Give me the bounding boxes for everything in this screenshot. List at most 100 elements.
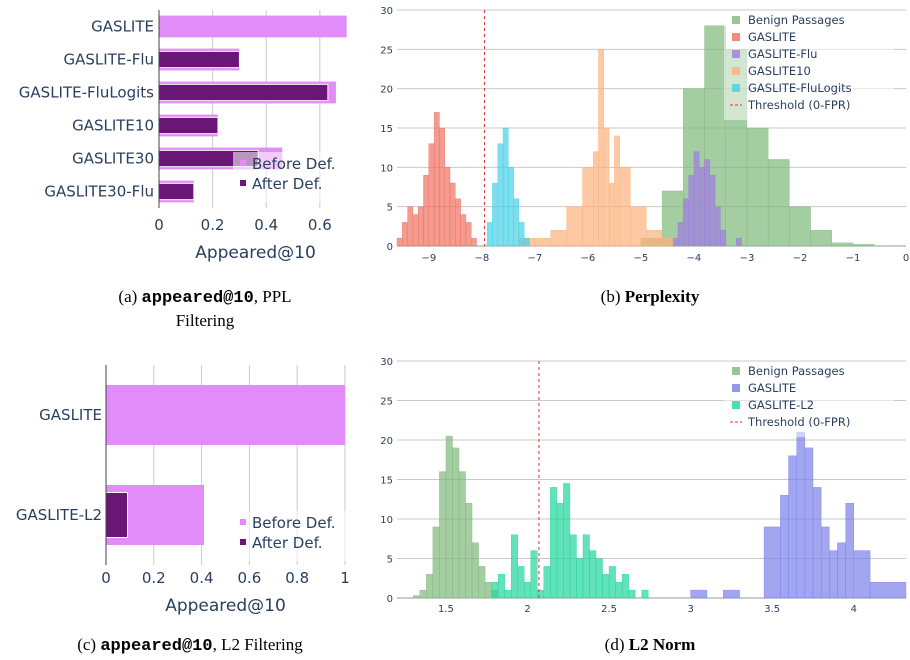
histogram-bar (767, 159, 790, 247)
histogram-bar (796, 431, 806, 599)
histogram-bar (869, 582, 907, 599)
histogram-bar (661, 237, 673, 247)
legend-label: GASLITE-L2 (748, 398, 814, 412)
x-axis-label: Appeared@10 (165, 596, 286, 616)
bar-after (158, 116, 219, 135)
histogram-bar (720, 230, 726, 247)
histogram-bar (428, 143, 435, 247)
histogram-bar (423, 174, 430, 247)
histogram-bar (550, 230, 567, 247)
histogram-bar (569, 534, 577, 599)
legend-label: GASLITE-Flu (748, 47, 817, 61)
histogram-bar (820, 526, 830, 599)
bar-after (158, 50, 240, 69)
histogram-bar (465, 503, 473, 599)
x-tick-label: 3 (687, 604, 693, 615)
histogram-bar (502, 127, 509, 247)
histogram-bar (804, 447, 814, 599)
histogram-bar (621, 574, 629, 599)
legend-swatch (240, 160, 246, 166)
category-label: GASLITE (91, 18, 154, 36)
x-tick-label: −4 (687, 253, 702, 264)
x-tick-label: 1 (340, 569, 350, 587)
legend-label: Benign Passages (748, 13, 845, 27)
legend-label: After Def. (252, 175, 323, 193)
caption-d-text: L2 Norm (628, 635, 696, 654)
histogram-bar (576, 558, 584, 599)
bar-after (158, 83, 329, 102)
legend-swatch (240, 180, 246, 186)
histogram-bar (465, 222, 472, 247)
histogram-bar (444, 167, 451, 247)
histogram-bar (556, 503, 564, 599)
histogram-bar (837, 542, 846, 599)
histogram-bar (603, 127, 610, 247)
histogram-bar (543, 566, 551, 599)
x-tick-label: −3 (740, 253, 755, 264)
legend-swatch (240, 519, 246, 525)
histogram-bar (723, 589, 740, 599)
y-tick-label: 0 (387, 594, 393, 605)
caption-b-prefix: (b) (600, 287, 625, 306)
x-tick-label: 0.8 (285, 569, 309, 587)
histogram-bar (810, 230, 832, 247)
x-tick-label: 0.4 (254, 216, 278, 234)
y-tick-label: 25 (380, 397, 393, 408)
legend-swatch (732, 401, 740, 409)
legend-swatch (732, 16, 740, 24)
histogram-bar (452, 447, 460, 599)
histogram-bar (433, 112, 440, 247)
bar-chart-a: 0 0.2 0.4 0.6 GASLITE GASLITE-Flu GASLITE-FluL… (19, 10, 353, 263)
histogram-bar (478, 566, 486, 599)
category-label: GASLITE-FluLogits (19, 84, 154, 102)
caption-a-text: , PPL (253, 287, 292, 306)
histogram-bar (439, 471, 447, 599)
histogram-bar (484, 582, 492, 599)
x-tick-label: 0.2 (201, 216, 225, 234)
histogram-bar (693, 151, 700, 247)
x-tick-label: 0.2 (142, 569, 166, 587)
histogram-bar (699, 167, 705, 247)
caption-d-prefix: (d) (604, 635, 629, 654)
y-tick-label: 25 (380, 45, 393, 56)
legend-label: GASLITE-FluLogits (748, 81, 852, 95)
legend-swatch (732, 50, 740, 58)
histogram-bar (518, 222, 525, 247)
x-tick-label: 0 (154, 216, 164, 234)
x-tick-label: −2 (793, 253, 808, 264)
histogram-bar (598, 49, 604, 247)
histogram-bar (460, 214, 467, 247)
histogram-b: 0 5 10 15 20 25 30 −9 −8 −7 −6 −5 −4 −3 −2 −1 0 Benign Pa… (380, 6, 909, 264)
y-tick-label: 20 (380, 436, 393, 447)
histogram-bar (763, 526, 781, 599)
caption-a-text2: Filtering (175, 311, 235, 330)
x-tick-label: −8 (474, 253, 489, 264)
caption-b: (b) Perplexity (400, 286, 900, 308)
histogram-bar (677, 222, 684, 247)
histogram-bar (615, 582, 623, 599)
legend-box (233, 152, 353, 202)
bar-before (106, 385, 345, 445)
x-tick-label: −6 (581, 253, 596, 264)
bar-after (158, 182, 195, 201)
histogram-bar (619, 167, 631, 247)
histogram-bar (852, 244, 875, 247)
x-tick-label: 0 (903, 253, 909, 264)
histogram-bar (510, 534, 518, 599)
legend-label: GASLITE10 (748, 64, 811, 78)
x-tick-label: 2 (524, 604, 530, 615)
legend-label: Threshold (0-FPR) (747, 98, 850, 112)
histogram-bar (402, 222, 408, 247)
histogram-bar (418, 206, 424, 247)
y-tick-label: 10 (380, 515, 393, 526)
histogram-bar (690, 589, 708, 599)
histogram-bar (524, 582, 531, 599)
histogram-bar (412, 214, 419, 247)
bar-after (105, 492, 129, 538)
histogram-bar (614, 135, 620, 247)
histogram-bar (449, 182, 456, 247)
histogram-bar (602, 574, 610, 599)
histogram-bar (497, 143, 504, 247)
histogram-bar (630, 206, 647, 247)
histogram-d: 0 5 10 15 20 25 30 1.5 2 2.5 3 3.5 4 Benign Passages G… (380, 357, 907, 615)
